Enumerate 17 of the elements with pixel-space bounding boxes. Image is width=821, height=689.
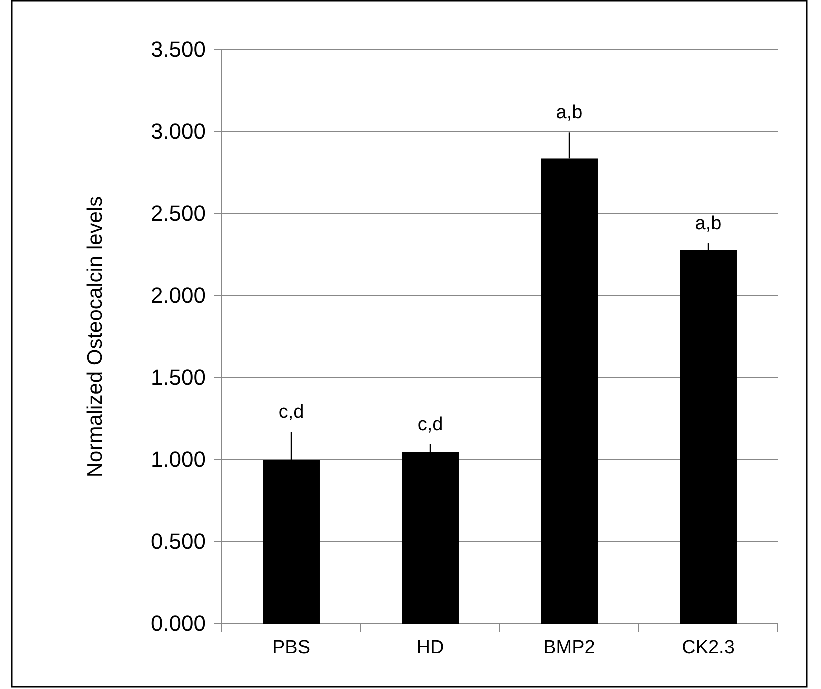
y-tick-label: 2.500 [150,201,206,226]
annotation: c,d [418,414,444,436]
y-tick-label: 1.500 [150,365,206,390]
x-tick-label: PBS [272,637,311,658]
x-tick-label: HD [416,637,444,658]
y-axis-title: Normalized Osteocalcin levels [84,196,107,478]
y-tick-label: 1.000 [150,447,206,472]
x-tick-label: CK2.3 [682,637,735,658]
annotation: a,b [695,214,722,235]
x-tick-label: BMP2 [544,637,596,658]
y-tick-label: 2.000 [150,283,206,308]
y-tick-label: 0.000 [150,611,206,636]
annotation: a,b [556,102,583,124]
y-tick-label: 3.500 [150,37,206,62]
y-tick-label: 0.500 [150,529,206,554]
y-tick-label: 3.000 [150,119,206,144]
annotation: c,d [278,402,304,424]
